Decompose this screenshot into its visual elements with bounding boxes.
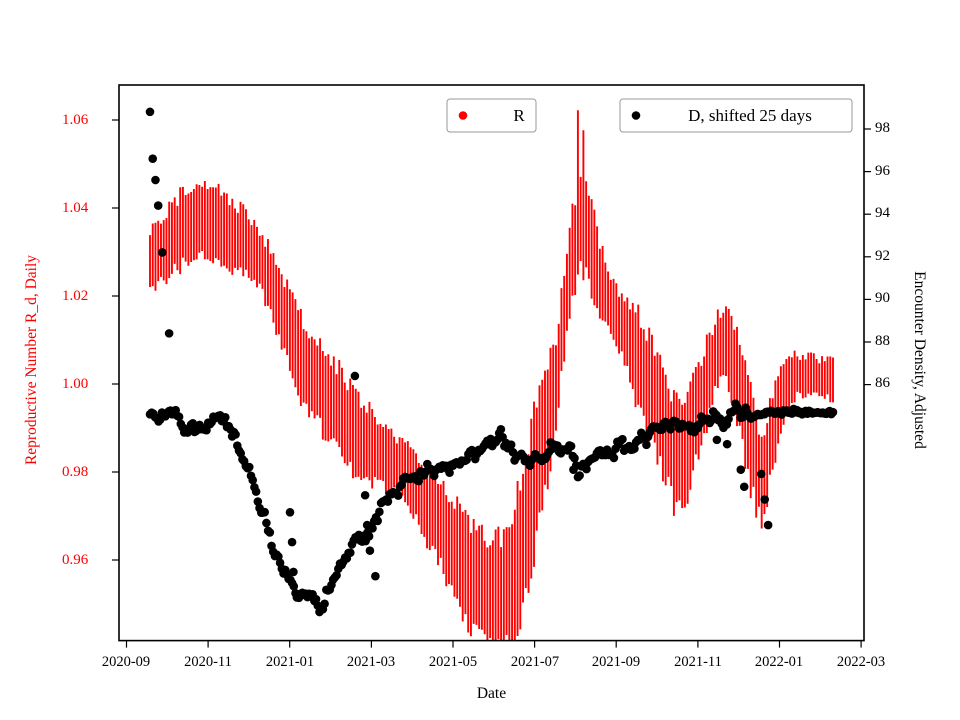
svg-text:R: R (513, 106, 525, 125)
svg-text:D, shifted 25 days: D, shifted 25 days (688, 106, 812, 125)
